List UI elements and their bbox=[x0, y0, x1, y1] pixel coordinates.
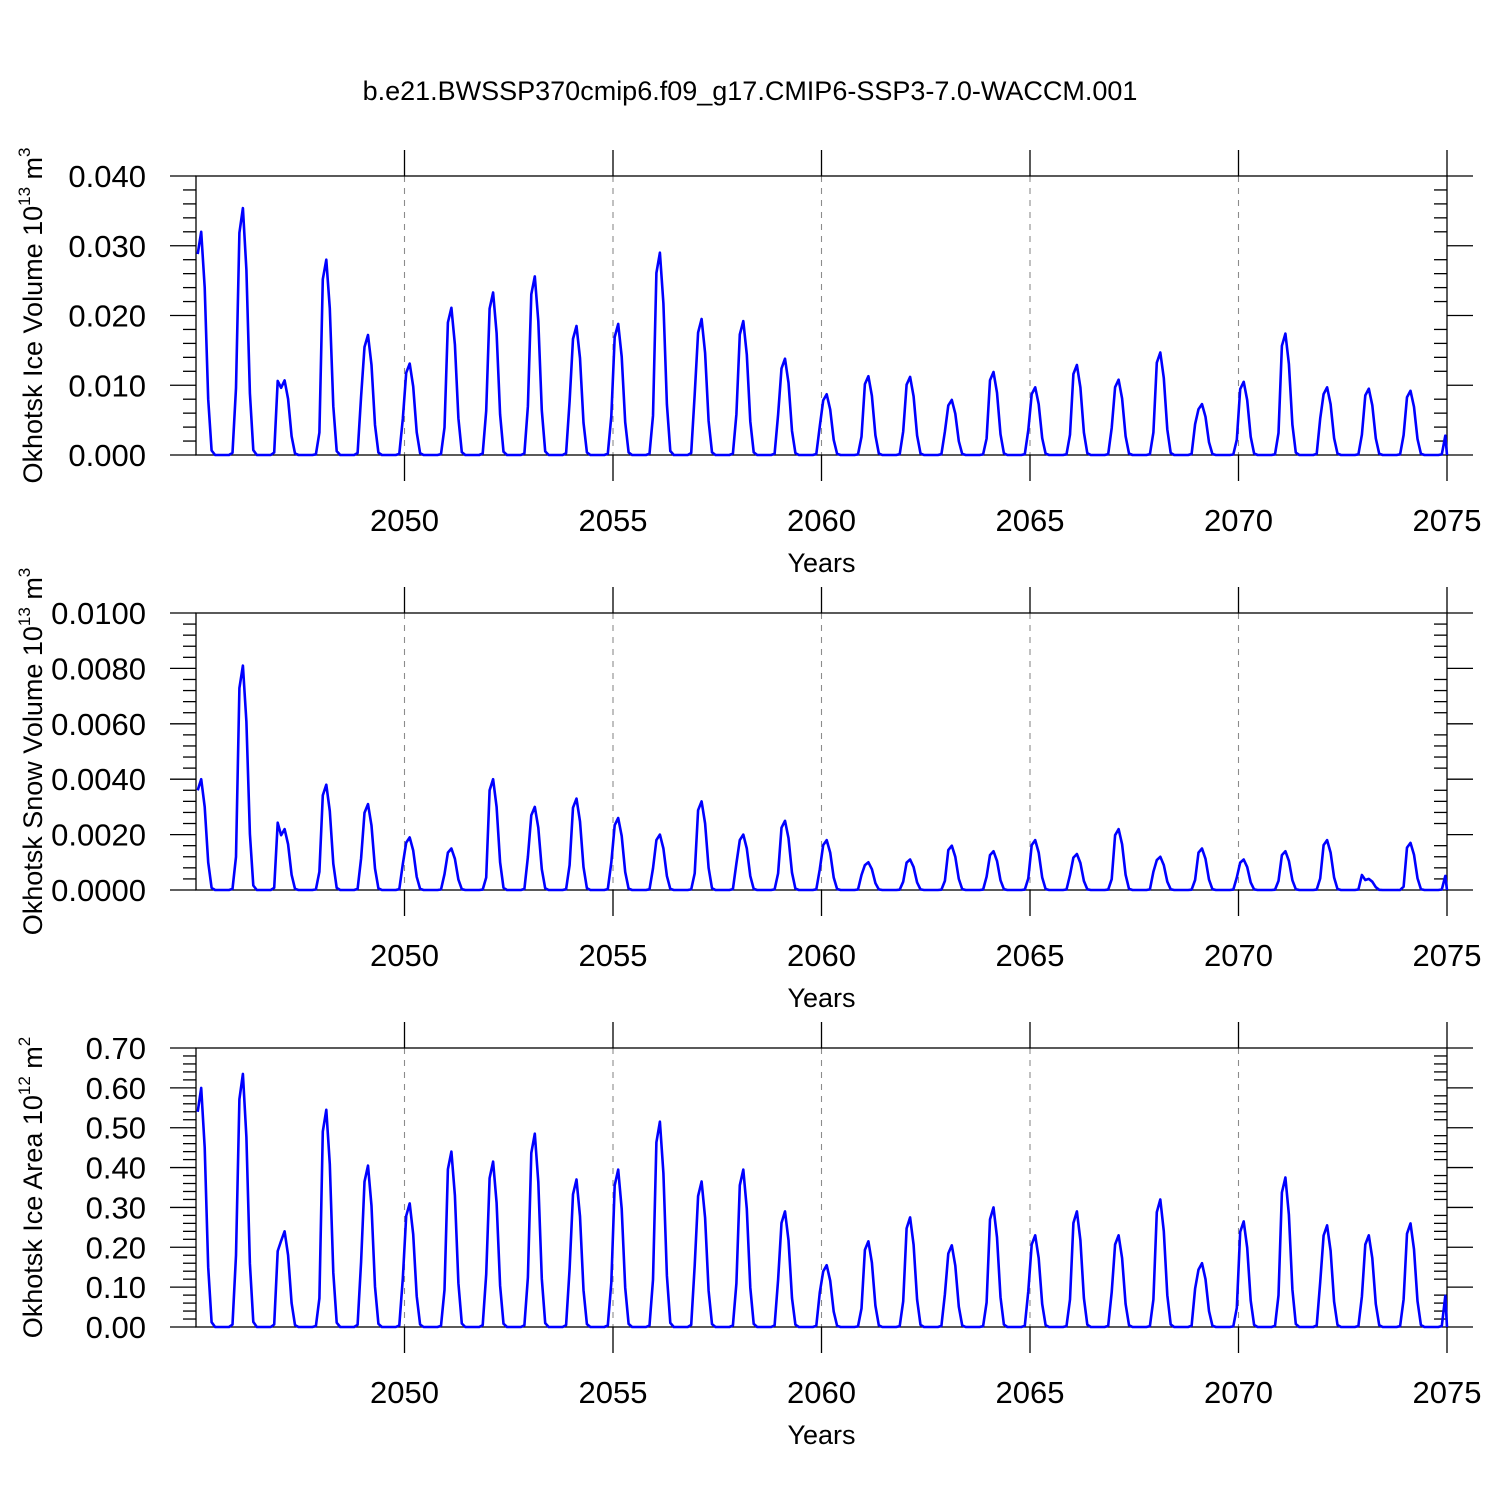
x-tick-label-2070: 2070 bbox=[1204, 1375, 1273, 1410]
chart-panel-3: 0.00 0.10 0.20 0.30 0.40 0.50 0.60 0.70 2050 2055… bbox=[15, 1022, 1481, 1450]
x-axis-title: Years bbox=[787, 1420, 855, 1450]
x-tick-label-2075: 2075 bbox=[1413, 1375, 1482, 1410]
x-tick-label-2050: 2050 bbox=[370, 1375, 439, 1410]
x-tick-label-2060: 2060 bbox=[787, 503, 856, 538]
x-tick-label-2075: 2075 bbox=[1413, 938, 1482, 973]
y-tick-label: 0.010 bbox=[68, 368, 146, 403]
x-tick-label-2055: 2055 bbox=[579, 938, 648, 973]
y-axis-title: Okhotsk Ice Volume 1013 m3 bbox=[15, 147, 48, 483]
x-tick-label-2070: 2070 bbox=[1204, 503, 1273, 538]
y-tick-label: 0.30 bbox=[86, 1190, 146, 1225]
y-tick-label: 0.030 bbox=[68, 229, 146, 264]
series-line-1 bbox=[196, 206, 1449, 457]
y-tick-label: 0.00 bbox=[86, 1310, 146, 1345]
x-tick-label-2050: 2050 bbox=[370, 503, 439, 538]
figure-title: b.e21.BWSSP370cmip6.f09_g17.CMIP6-SSP3-7… bbox=[363, 76, 1138, 106]
x-axis-title: Years bbox=[787, 548, 855, 578]
y-tick-label: 0.0040 bbox=[51, 762, 146, 797]
y-tick-label: 0.0100 bbox=[51, 596, 146, 631]
x-tick-label-2075: 2075 bbox=[1413, 503, 1482, 538]
y-tick-label: 0.50 bbox=[86, 1111, 146, 1146]
y-tick-label: 0.020 bbox=[68, 299, 146, 334]
x-tick-label-2065: 2065 bbox=[996, 938, 1065, 973]
series-line-1 bbox=[196, 1072, 1449, 1329]
x-tick-label-2060: 2060 bbox=[787, 1375, 856, 1410]
y-tick-label: 0.20 bbox=[86, 1230, 146, 1265]
x-tick-label-2055: 2055 bbox=[579, 1375, 648, 1410]
x-tick-label-2060: 2060 bbox=[787, 938, 856, 973]
y-tick-label: 0.0000 bbox=[51, 873, 146, 908]
y-tick-label: 0.0080 bbox=[51, 651, 146, 686]
series-line-1 bbox=[196, 664, 1449, 892]
x-tick-label-2055: 2055 bbox=[579, 503, 648, 538]
chart-panel-1: 0.000 0.010 0.020 0.030 0.040 2050 2055 2060 206… bbox=[15, 147, 1481, 578]
x-axis-title: Years bbox=[787, 983, 855, 1013]
chart-panel-2: 0.0000 0.0020 0.0040 0.0060 0.0080 0.0100 2050… bbox=[15, 568, 1481, 1013]
y-tick-label: 0.10 bbox=[86, 1270, 146, 1305]
y-tick-label: 0.0060 bbox=[51, 707, 146, 742]
y-tick-label: 0.70 bbox=[86, 1031, 146, 1066]
x-tick-label-2065: 2065 bbox=[996, 1375, 1065, 1410]
y-tick-label: 0.60 bbox=[86, 1071, 146, 1106]
panels: 0.000 0.010 0.020 0.030 0.040 2050 2055 2060 206… bbox=[15, 147, 1481, 1450]
y-tick-label: 0.000 bbox=[68, 438, 146, 473]
x-tick-label-2065: 2065 bbox=[996, 503, 1065, 538]
y-axis-title: Okhotsk Ice Area 1012 m2 bbox=[15, 1037, 48, 1339]
x-tick-label-2050: 2050 bbox=[370, 938, 439, 973]
y-tick-label: 0.40 bbox=[86, 1151, 146, 1186]
y-tick-label: 0.040 bbox=[68, 159, 146, 194]
y-tick-label: 0.0020 bbox=[51, 818, 146, 853]
x-tick-label-2070: 2070 bbox=[1204, 938, 1273, 973]
y-axis-title: Okhotsk Snow Volume 1013 m3 bbox=[15, 568, 48, 936]
